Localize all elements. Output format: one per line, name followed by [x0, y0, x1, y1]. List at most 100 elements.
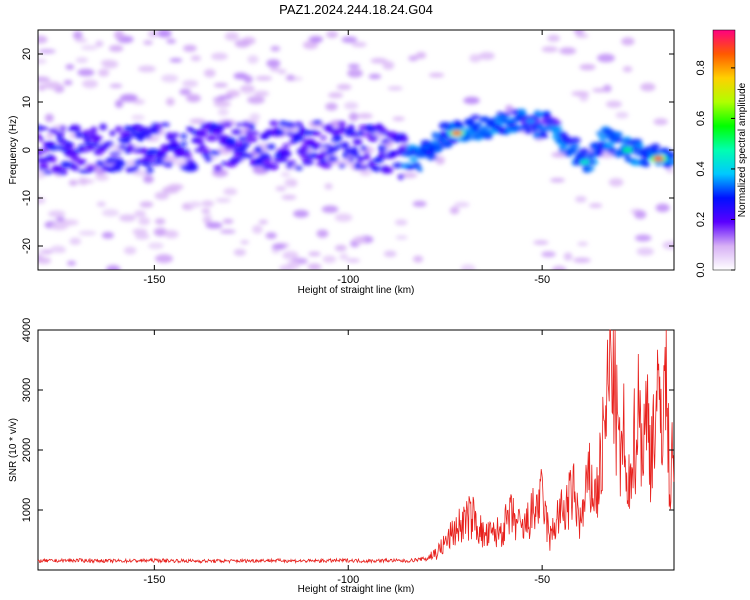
- spectrogram-noise-blob: [190, 55, 202, 62]
- snr-y-axis-label: SNR (10 * v/v): [8, 418, 19, 482]
- spectrogram-ridge-blob: [180, 133, 188, 140]
- snr-x-tick-label: -50: [534, 574, 550, 586]
- spectrogram-ridge-blob: [320, 161, 333, 169]
- spectrogram-noise-blob: [351, 41, 367, 48]
- spectrogram-ridge-blob: [302, 129, 313, 136]
- spectrogram-ridge-blob: [302, 158, 314, 166]
- spectrogram-ridge-blob: [245, 129, 253, 138]
- spectrogram-ridge-blob: [160, 122, 170, 128]
- spectrogram-ridge-blob: [90, 126, 98, 134]
- spectrogram-ridge-blob: [555, 126, 563, 132]
- colorbar-gradient: [712, 29, 736, 271]
- spectrogram-ridge-blob: [109, 151, 122, 156]
- spectrogram-noise-blob: [277, 68, 287, 75]
- colorbar-ticks: 0.0 0.2 0.4 0.6 0.8: [695, 60, 735, 278]
- snr-y-tick-label: 3000: [21, 378, 33, 402]
- spectrogram-ridge-blob: [474, 121, 483, 127]
- spectrogram-noise-blob: [233, 248, 247, 257]
- spectrogram-noise-blob: [119, 94, 138, 103]
- colorbar-label: Normalized spectral amplitude: [737, 82, 748, 217]
- spectrogram-ridge-blob: [288, 160, 297, 166]
- spectrogram-ridge-blob: [52, 165, 61, 171]
- snr-x-tick-label: -150: [143, 574, 165, 586]
- spectrogram-x-tick-label: -50: [534, 274, 550, 286]
- spectrogram-ridge-blob: [431, 131, 439, 139]
- spectrogram-noise-blob: [662, 240, 674, 250]
- spectrogram-noise-blob: [154, 218, 166, 225]
- spectrogram-ridge-blob: [170, 140, 179, 148]
- spectrogram-noise-blob: [352, 236, 366, 245]
- spectrogram-y-tick-label: -10: [21, 190, 33, 206]
- spectrogram-noise-blob: [154, 191, 169, 200]
- spectrogram-noise-blob: [392, 116, 405, 121]
- spectrogram-ridge-blob: [569, 143, 580, 150]
- spectrogram-noise-blob: [400, 172, 418, 179]
- spectrogram-noise-blob: [75, 38, 88, 43]
- spectrogram-noise-blob: [563, 252, 573, 261]
- spectrogram-noise-blob: [293, 209, 309, 218]
- snr-y-tick-label: 1000: [21, 498, 33, 522]
- spectrogram-ridge-blob: [262, 156, 273, 161]
- spectrogram-noise-blob: [217, 95, 233, 100]
- spectrogram-noise-blob: [148, 242, 164, 250]
- spectrogram-noise-blob: [44, 113, 54, 123]
- spectrogram-noise-blob: [101, 209, 120, 217]
- spectrogram-ridge-blob: [595, 148, 604, 153]
- spectrogram-noise-blob: [408, 55, 419, 62]
- spectrogram-ridge-blob: [282, 143, 290, 149]
- spectrogram-noise-blob: [252, 224, 263, 234]
- colorbar-tick-label: 0.2: [695, 212, 707, 227]
- spectrogram-ridge-blob: [134, 159, 141, 167]
- spectrogram-ridge-blob: [127, 143, 135, 152]
- spectrogram-ridge-blob: [420, 140, 432, 146]
- spectrogram-ridge-blob: [501, 112, 512, 118]
- spectrogram-ridge-blob: [275, 128, 285, 136]
- spectrogram-noise-blob: [395, 235, 408, 240]
- spectrogram-noise-blob: [547, 34, 561, 42]
- spectrogram-ridge-blob: [238, 146, 247, 152]
- spectrogram-noise-blob: [113, 30, 125, 40]
- spectrogram-ridge-blob: [71, 164, 79, 172]
- spectrogram-ridge-blob: [183, 149, 191, 155]
- spectrogram-ridge-blob: [159, 159, 166, 165]
- spectrogram-ridge-blob: [39, 162, 50, 170]
- spectrogram-ridge-blob: [327, 156, 339, 162]
- spectrogram-ridge-blob: [585, 166, 595, 171]
- spectrogram-noise-blob: [97, 68, 110, 77]
- spectrogram-ridge-blob: [163, 161, 174, 168]
- spectrogram-ridge-blob: [40, 126, 48, 131]
- spectrogram-noise-blob: [605, 100, 622, 108]
- spectrogram-noise-blob: [608, 177, 624, 187]
- spectrogram-x-ticks: -150 -100 -50: [143, 30, 550, 286]
- spectrogram-ridge-blob: [201, 151, 210, 158]
- spectrogram-ridge-blob: [606, 147, 617, 155]
- spectrogram-noise-blob: [165, 97, 175, 106]
- spectrogram-amplitude-field: [38, 30, 674, 270]
- spectrogram-ridge-blob: [141, 160, 152, 168]
- spectrogram-ridge-blob: [186, 126, 194, 132]
- spectrogram-noise-blob: [213, 100, 231, 108]
- spectrogram-noise-blob: [622, 66, 633, 73]
- spectrogram-noise-blob: [63, 79, 73, 86]
- spectrogram-noise-blob: [341, 36, 358, 43]
- spectrogram-ridge-blob: [264, 129, 277, 135]
- spectrogram-ridge-blob: [613, 132, 623, 137]
- spectrogram-noise-blob: [271, 243, 286, 250]
- spectrogram-ridge-blob: [217, 126, 225, 131]
- spectrogram-ridge-blob: [380, 138, 391, 144]
- spectrogram-noise-blob: [163, 155, 177, 164]
- spectrogram-ridge-blob: [104, 141, 115, 146]
- spectrogram-noise-blob: [95, 174, 109, 181]
- spectrogram-ridge-blob: [320, 135, 327, 141]
- spectrogram-ridge-blob: [194, 137, 205, 145]
- spectrogram-ridge-blob: [399, 136, 409, 144]
- spectrogram-noise-blob: [454, 201, 470, 208]
- spectrogram-noise-blob: [38, 76, 51, 83]
- spectrogram-ridge-blob: [409, 156, 418, 163]
- spectrogram-ridge-blob: [385, 131, 398, 137]
- spectrogram-noise-blob: [541, 46, 558, 53]
- spectrogram-noise-blob: [302, 40, 319, 50]
- spectrogram-noise-blob: [344, 101, 359, 110]
- spectrogram-ridge-blob: [269, 120, 279, 127]
- spectrogram-noise-blob: [308, 251, 321, 257]
